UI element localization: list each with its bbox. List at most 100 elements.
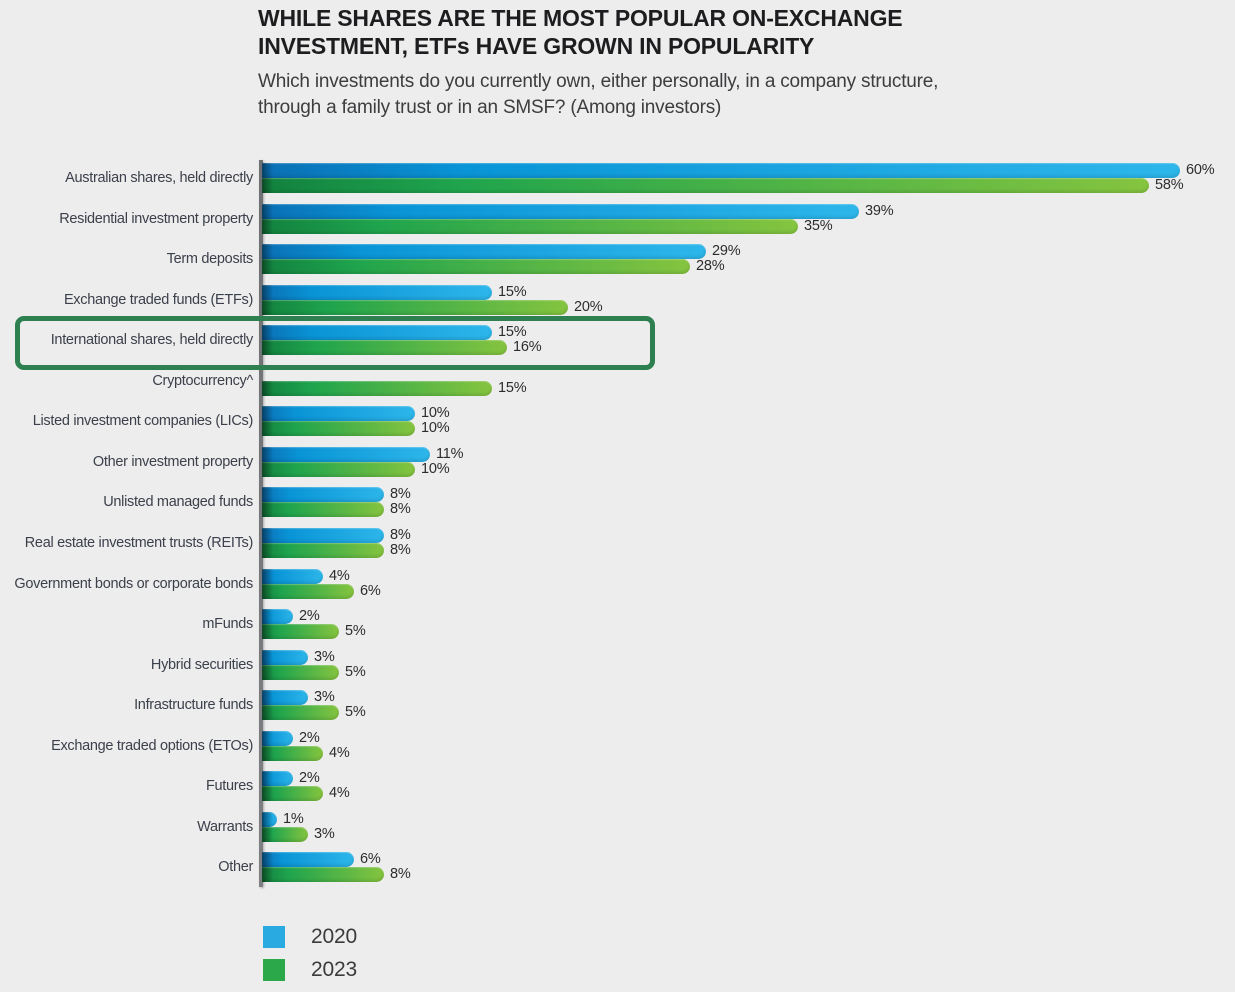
value-label-2023: 4% xyxy=(329,785,350,801)
bar-2023 xyxy=(262,421,415,436)
category-label: Futures xyxy=(205,778,253,794)
value-label-2023: 10% xyxy=(421,420,450,436)
category-label: Term deposits xyxy=(166,251,254,267)
value-label-2020: 4% xyxy=(329,568,350,584)
legend-swatch-2023 xyxy=(263,959,285,981)
bar-2023 xyxy=(262,178,1149,193)
value-label-2020: 15% xyxy=(498,284,527,300)
bar-2020 xyxy=(262,487,384,502)
bar-2023 xyxy=(262,340,507,355)
value-label-2023: 8% xyxy=(390,866,411,882)
bar-2023 xyxy=(262,502,384,517)
bar-2023 xyxy=(262,259,690,274)
category-label: Listed investment companies (LICs) xyxy=(32,413,254,429)
value-label-2023: 5% xyxy=(345,664,366,680)
legend: 2020 2023 xyxy=(263,925,357,992)
category-label: Residential investment property xyxy=(59,211,253,227)
bar-2023 xyxy=(262,705,339,720)
bar-2020 xyxy=(262,690,308,705)
bar-2020 xyxy=(262,569,323,584)
value-label-2020: 6% xyxy=(360,851,381,867)
bar-2023 xyxy=(262,300,568,315)
chart-subtitle-line2: through a family trust or in an SMSF? (A… xyxy=(258,97,722,118)
bar-2020 xyxy=(262,609,293,624)
bar-2020 xyxy=(262,731,293,746)
value-label-2023: 8% xyxy=(390,542,411,558)
value-label-2020: 2% xyxy=(299,730,320,746)
bar-2023 xyxy=(262,584,354,599)
value-label-2020: 2% xyxy=(299,770,320,786)
bar-2020 xyxy=(262,204,859,219)
value-label-2020: 15% xyxy=(498,324,527,340)
value-label-2020: 10% xyxy=(421,405,450,421)
value-label-2020: 11% xyxy=(436,446,464,462)
bar-2020 xyxy=(262,650,308,665)
value-label-2020: 3% xyxy=(314,689,335,705)
bar-2023 xyxy=(262,624,339,639)
value-label-2023: 5% xyxy=(345,623,366,639)
category-label: International shares, held directly xyxy=(50,332,254,348)
bar-2020 xyxy=(262,163,1180,178)
value-label-2020: 2% xyxy=(299,608,320,624)
value-label-2023: 6% xyxy=(360,583,381,599)
bar-2023 xyxy=(262,462,415,477)
chart-title-line2: INVESTMENT, ETFs HAVE GROWN IN POPULARIT… xyxy=(258,33,815,59)
value-label-2020: 1% xyxy=(283,811,304,827)
legend-item-2020: 2020 xyxy=(263,925,357,948)
value-label-2023: 3% xyxy=(314,826,335,842)
chart-subtitle: Which investments do you currently own, … xyxy=(258,69,938,121)
value-label-2023: 28% xyxy=(696,258,725,274)
value-label-2020: 3% xyxy=(314,649,335,665)
bar-2020 xyxy=(262,528,384,543)
legend-label: 2020 xyxy=(311,925,357,948)
bar-2023 xyxy=(262,827,308,842)
legend-label: 2023 xyxy=(311,958,357,981)
category-label: Australian shares, held directly xyxy=(65,170,253,186)
value-label-2023: 16% xyxy=(513,339,542,355)
legend-item-2023: 2023 xyxy=(263,958,357,981)
value-label-2023: 58% xyxy=(1155,177,1184,193)
category-label: Exchange traded funds (ETFs) xyxy=(63,292,253,308)
category-label: Real estate investment trusts (REITs) xyxy=(24,535,254,551)
value-label-2023: 5% xyxy=(345,704,366,720)
value-label-2020: 60% xyxy=(1186,162,1215,178)
bar-2023 xyxy=(262,665,339,680)
bar-2020 xyxy=(262,812,277,827)
category-label: Hybrid securities xyxy=(150,657,253,673)
chart-title: WHILE SHARES ARE THE MOST POPULAR ON-EXC… xyxy=(258,4,938,60)
bar-2020 xyxy=(262,852,354,867)
value-label-2023: 15% xyxy=(498,380,527,396)
value-label-2020: 8% xyxy=(390,486,411,502)
bar-2020 xyxy=(262,771,293,786)
bar-2023 xyxy=(262,219,798,234)
category-label: Exchange traded options (ETOs) xyxy=(51,738,253,754)
value-label-2023: 4% xyxy=(329,745,350,761)
bar-2020 xyxy=(262,447,430,462)
bar-2023 xyxy=(262,543,384,558)
category-label: Unlisted managed funds xyxy=(103,494,253,510)
category-label: Cryptocurrency^ xyxy=(152,373,253,389)
category-label: Other xyxy=(218,859,253,875)
bar-2020 xyxy=(262,285,492,300)
value-label-2023: 20% xyxy=(574,299,603,315)
highlight-box xyxy=(15,316,655,370)
legend-swatch-2020 xyxy=(263,926,285,948)
grouped-bar-chart: Australian shares, held directly 60% 58% Re… xyxy=(0,155,1235,915)
value-label-2023: 10% xyxy=(421,461,450,477)
category-label: Warrants xyxy=(197,819,253,835)
bar-2023 xyxy=(262,381,492,396)
axis-line xyxy=(259,160,263,887)
category-label: Other investment property xyxy=(92,454,253,470)
value-label-2020: 39% xyxy=(865,203,894,219)
value-label-2020: 29% xyxy=(712,243,741,259)
bar-2023 xyxy=(262,786,323,801)
chart-subtitle-line1: Which investments do you currently own, … xyxy=(258,71,939,92)
bar-2020 xyxy=(262,325,492,340)
category-label: Government bonds or corporate bonds xyxy=(14,576,253,592)
bar-2023 xyxy=(262,867,384,882)
category-label: mFunds xyxy=(202,616,253,632)
value-label-2023: 8% xyxy=(390,501,411,517)
value-label-2020: 8% xyxy=(390,527,411,543)
chart-header: WHILE SHARES ARE THE MOST POPULAR ON-EXC… xyxy=(258,4,938,121)
category-label: Infrastructure funds xyxy=(134,697,253,713)
